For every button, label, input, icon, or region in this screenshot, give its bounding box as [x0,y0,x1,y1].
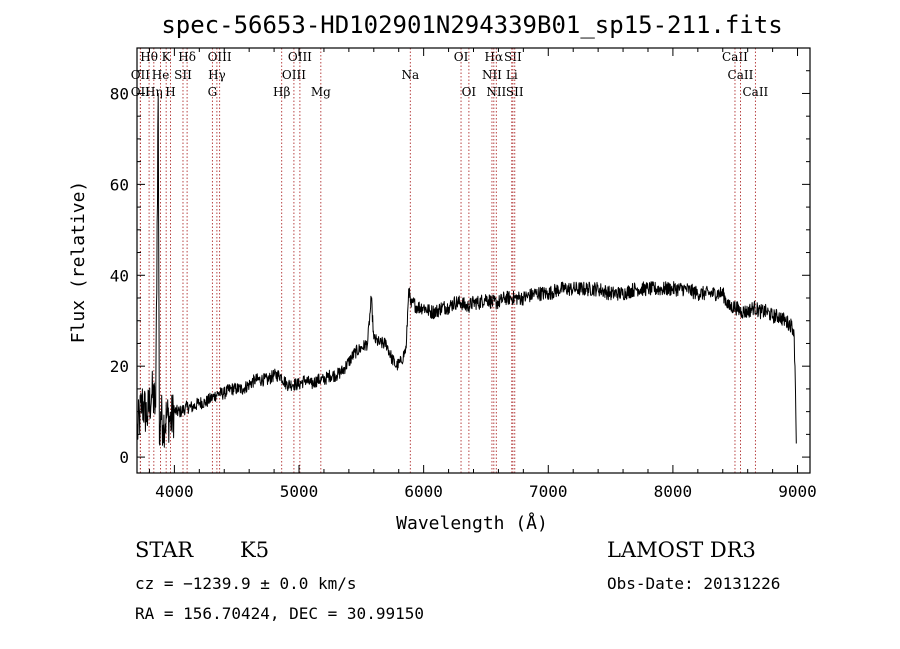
line-marker-label: G [208,85,218,99]
x-tick-label: 9000 [778,482,817,501]
x-tick-label: 8000 [654,482,693,501]
line-marker-label: OII [131,68,151,82]
line-marker-label: Hγ [208,68,226,82]
spectrum-series [136,93,797,448]
line-marker-label: Hθ [140,50,158,64]
line-marker-label: He [152,68,170,82]
line-marker-label: SII [174,68,192,82]
line-marker-label: K [162,50,172,64]
survey-name: LAMOST DR3 [607,538,756,562]
line-marker-label: NII [486,85,506,99]
redshift-velocity: cz = −1239.9 ± 0.0 km/s [135,574,357,593]
line-marker-label: OI [454,50,469,64]
line-marker-label: SII [506,85,524,99]
y-tick-label: 0 [119,448,129,467]
line-marker-label: Mg [311,85,331,99]
line-marker-label: CaII [728,68,754,82]
line-marker-label: OII [131,85,151,99]
y-tick-label: 40 [110,266,129,285]
observation-date: Obs-Date: 20131226 [607,574,780,593]
y-axis-label: Flux (relative) [68,181,89,344]
line-marker-label: OI [462,85,477,99]
chart-title: spec-56653-HD102901N294339B01_sp15-211.f… [161,11,782,39]
x-tick-label: 7000 [529,482,568,501]
line-marker-label: CaII [742,85,768,99]
line-marker-label: NII [482,68,502,82]
line-marker-label: Na [401,68,419,82]
x-axis-label: Wavelength (Å) [396,512,548,534]
line-marker-label: Hδ [178,50,196,64]
coordinates: RA = 156.70424, DEC = 30.99150 [135,604,424,623]
spectrum-line [136,93,797,448]
x-tick-label: 4000 [155,482,194,501]
line-marker-label: Hα [485,50,504,64]
line-marker-label: OIII [288,50,312,64]
x-tick-label: 6000 [404,482,443,501]
spectral-subclass: K5 [240,538,269,562]
line-marker-label: Hη [145,85,163,99]
line-marker-label: OIII [282,68,306,82]
axis-ticks: 4000 5000 6000 7000 8000 9000 0 20 40 60 80 [110,48,817,501]
y-tick-label: 20 [110,357,129,376]
line-marker-label: SII [504,50,522,64]
line-marker-label: H [165,85,175,99]
object-type: STAR [135,538,194,562]
line-marker-label: Hβ [273,85,290,99]
y-tick-label: 60 [110,175,129,194]
plot-frame [136,47,811,474]
x-tick-label: 5000 [280,482,319,501]
y-tick-label: 80 [110,84,129,103]
line-marker-label: Li [506,68,518,82]
line-marker-label: OIII [208,50,232,64]
line-marker-label: CaII [722,50,748,64]
